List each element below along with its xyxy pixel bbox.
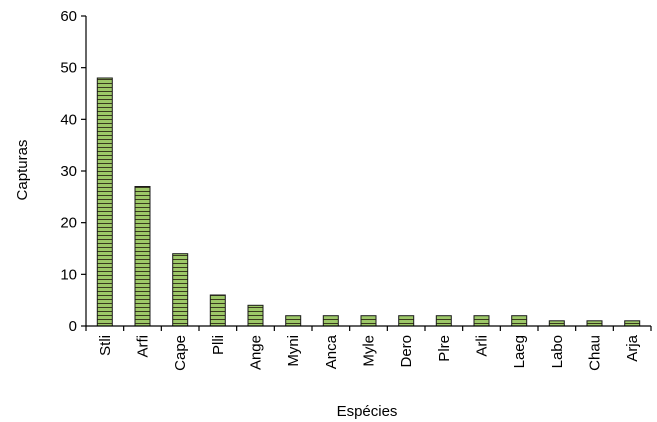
y-tick-label: 0	[69, 318, 77, 335]
bar-ange	[247, 304, 264, 327]
x-tick-label: Chau	[587, 335, 604, 371]
x-tick-label: Laeg	[511, 335, 528, 368]
y-tick-label: 60	[60, 8, 77, 25]
bar-myni	[285, 315, 302, 327]
y-tick-label: 20	[60, 215, 77, 232]
x-tick-label: Myni	[285, 335, 302, 367]
y-tick-label: 10	[60, 266, 77, 283]
x-tick-label: Myle	[361, 335, 378, 367]
y-tick-label: 30	[60, 163, 77, 180]
x-tick-label: Arfi	[135, 335, 152, 358]
x-tick-label: Anca	[323, 334, 340, 369]
y-tick-label: 50	[60, 60, 77, 77]
bar-cape	[172, 253, 189, 327]
x-axis: Stli Arfi Cape Plli Ange Myni Anca Myle Dero Plre…	[85, 325, 652, 371]
x-tick-label: Stli	[97, 335, 114, 356]
x-tick-label: Plre	[436, 335, 453, 362]
y-tick-label: 40	[60, 111, 77, 128]
bar-labo	[548, 320, 565, 327]
bar-arli	[473, 315, 490, 327]
x-tick-label: Ange	[248, 335, 265, 370]
bar-stli	[96, 77, 113, 327]
x-tick-label: Arja	[624, 334, 641, 361]
bar-chau	[586, 320, 603, 327]
y-axis: 0 10 20 30 40 50 60	[60, 8, 87, 335]
x-tick-label: Labo	[549, 335, 566, 368]
bar-plli	[209, 294, 226, 327]
plot-area: 0 10 20 30 40 50 60 Stli Arfi Cape Plli Ange Myni An…	[60, 8, 652, 371]
bar-myle	[360, 315, 377, 327]
y-axis-title: Capturas	[14, 140, 31, 201]
bar-dero	[398, 315, 415, 327]
bar-plre	[435, 315, 452, 327]
x-tick-label: Arli	[474, 335, 491, 357]
x-tick-label: Plli	[210, 335, 227, 355]
bar-laeg	[511, 315, 528, 327]
bar-anca	[322, 315, 339, 327]
bar-arfi	[134, 186, 151, 327]
x-tick-label: Cape	[172, 335, 189, 371]
x-axis-title: Espécies	[337, 403, 398, 420]
x-tick-label: Dero	[398, 335, 415, 368]
bars	[96, 77, 641, 327]
bar-arja	[624, 320, 641, 327]
